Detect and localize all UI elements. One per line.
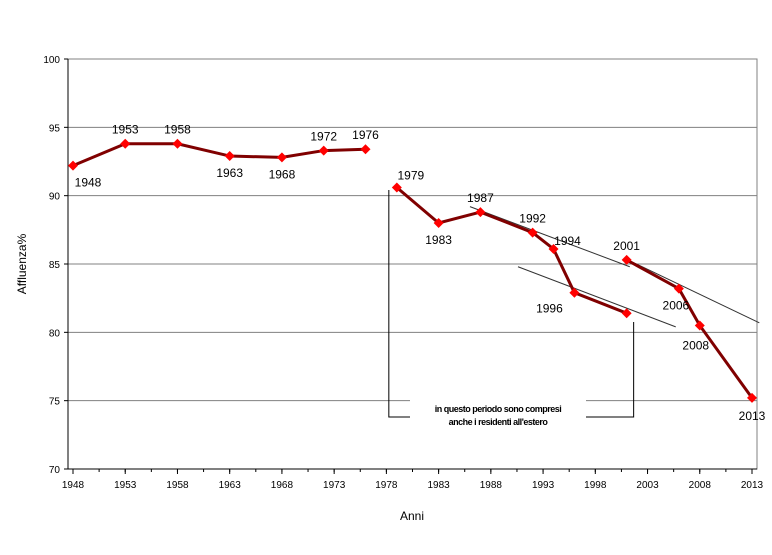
annotation-text: anche i residenti all'estero	[449, 417, 549, 427]
x-tick-label: 1963	[219, 480, 242, 491]
data-label: 1987	[467, 191, 494, 205]
data-point	[673, 283, 684, 294]
series-line	[72, 142, 366, 167]
data-point	[569, 287, 580, 298]
data-label: 1958	[164, 123, 191, 137]
data-label: 2001	[613, 239, 640, 253]
data-label: 1996	[536, 302, 563, 316]
trend-line	[469, 206, 630, 268]
data-label: 1972	[310, 130, 337, 144]
data-point	[120, 138, 131, 149]
series-group: 1948 1953 1958 1963 1968 1972 1976 1979 1983 1987…	[68, 123, 766, 423]
data-point	[68, 160, 78, 171]
data-label: 1992	[519, 212, 546, 226]
x-tick-label: 1948	[62, 480, 85, 491]
x-tick-label: 1973	[323, 480, 346, 491]
x-tick-label: 2003	[636, 480, 659, 491]
trend-line	[517, 266, 676, 328]
trend-lines	[469, 206, 760, 328]
data-point	[548, 243, 559, 254]
x-tick-label: 1953	[114, 480, 137, 491]
series-1948-1976: 1948 1953 1958 1963 1968 1972 1976	[68, 123, 379, 190]
x-tick-label: 1998	[584, 480, 607, 491]
data-point	[621, 308, 632, 319]
data-label: 2008	[682, 339, 709, 353]
data-point	[694, 320, 705, 331]
x-tick-label: 1958	[166, 480, 189, 491]
y-tick-label: 100	[43, 55, 60, 66]
data-label: 1994	[554, 234, 581, 248]
data-label: 1979	[397, 168, 424, 182]
data-point	[527, 227, 538, 238]
x-tick-label: 1968	[271, 480, 294, 491]
data-label: 1983	[425, 233, 452, 247]
data-label: 1976	[352, 128, 379, 142]
series-line	[625, 258, 754, 399]
x-tick-label: 2008	[689, 480, 712, 491]
data-point	[621, 254, 632, 265]
gridlines	[68, 126, 757, 402]
x-tick-labels: 1948 1953 1958 1963 1968 1973 1978 1983 1988 1993…	[62, 469, 764, 491]
y-tick-labels: 70 75 80 85 90 95 100	[43, 55, 68, 476]
y-tick-label: 85	[49, 260, 61, 271]
x-tick-label: 1993	[532, 480, 555, 491]
data-point	[747, 392, 757, 403]
data-label: 2013	[739, 409, 766, 423]
trend-line	[630, 260, 760, 324]
x-axis-title: Anni	[400, 509, 424, 523]
y-tick-label: 75	[49, 397, 61, 408]
annotation-box	[410, 400, 586, 430]
y-tick-label: 70	[49, 465, 61, 476]
x-tick-label: 1988	[480, 480, 503, 491]
y-tick-label: 90	[49, 192, 61, 203]
data-point	[391, 182, 402, 193]
data-point	[318, 145, 329, 156]
data-point	[172, 138, 183, 149]
data-point	[433, 218, 444, 228]
data-point	[360, 144, 371, 155]
y-tick-label: 80	[49, 328, 61, 339]
data-label: 2006	[663, 299, 690, 313]
x-tick-label: 2013	[741, 480, 764, 491]
data-label: 1948	[75, 176, 102, 190]
data-point	[224, 151, 235, 162]
data-point	[276, 152, 287, 163]
annotation: in questo periodo sono compresi anche i r…	[410, 400, 586, 430]
x-tick-label: 1978	[375, 480, 398, 491]
data-label: 1953	[112, 123, 139, 137]
series-2001-2013: 2001 2006 2008 2013	[613, 239, 765, 423]
series-line	[395, 186, 628, 315]
data-label: 1968	[269, 167, 296, 181]
data-label: 1963	[216, 166, 243, 180]
y-axis-title: Affluenza%	[15, 233, 29, 294]
x-tick-label: 1983	[427, 480, 450, 491]
series-1979-2001: 1979 1983 1987 1992 1994 1996	[391, 168, 632, 319]
data-point	[475, 207, 486, 218]
annotation-text: in questo periodo sono compresi	[435, 404, 562, 414]
y-tick-label: 95	[49, 123, 61, 134]
